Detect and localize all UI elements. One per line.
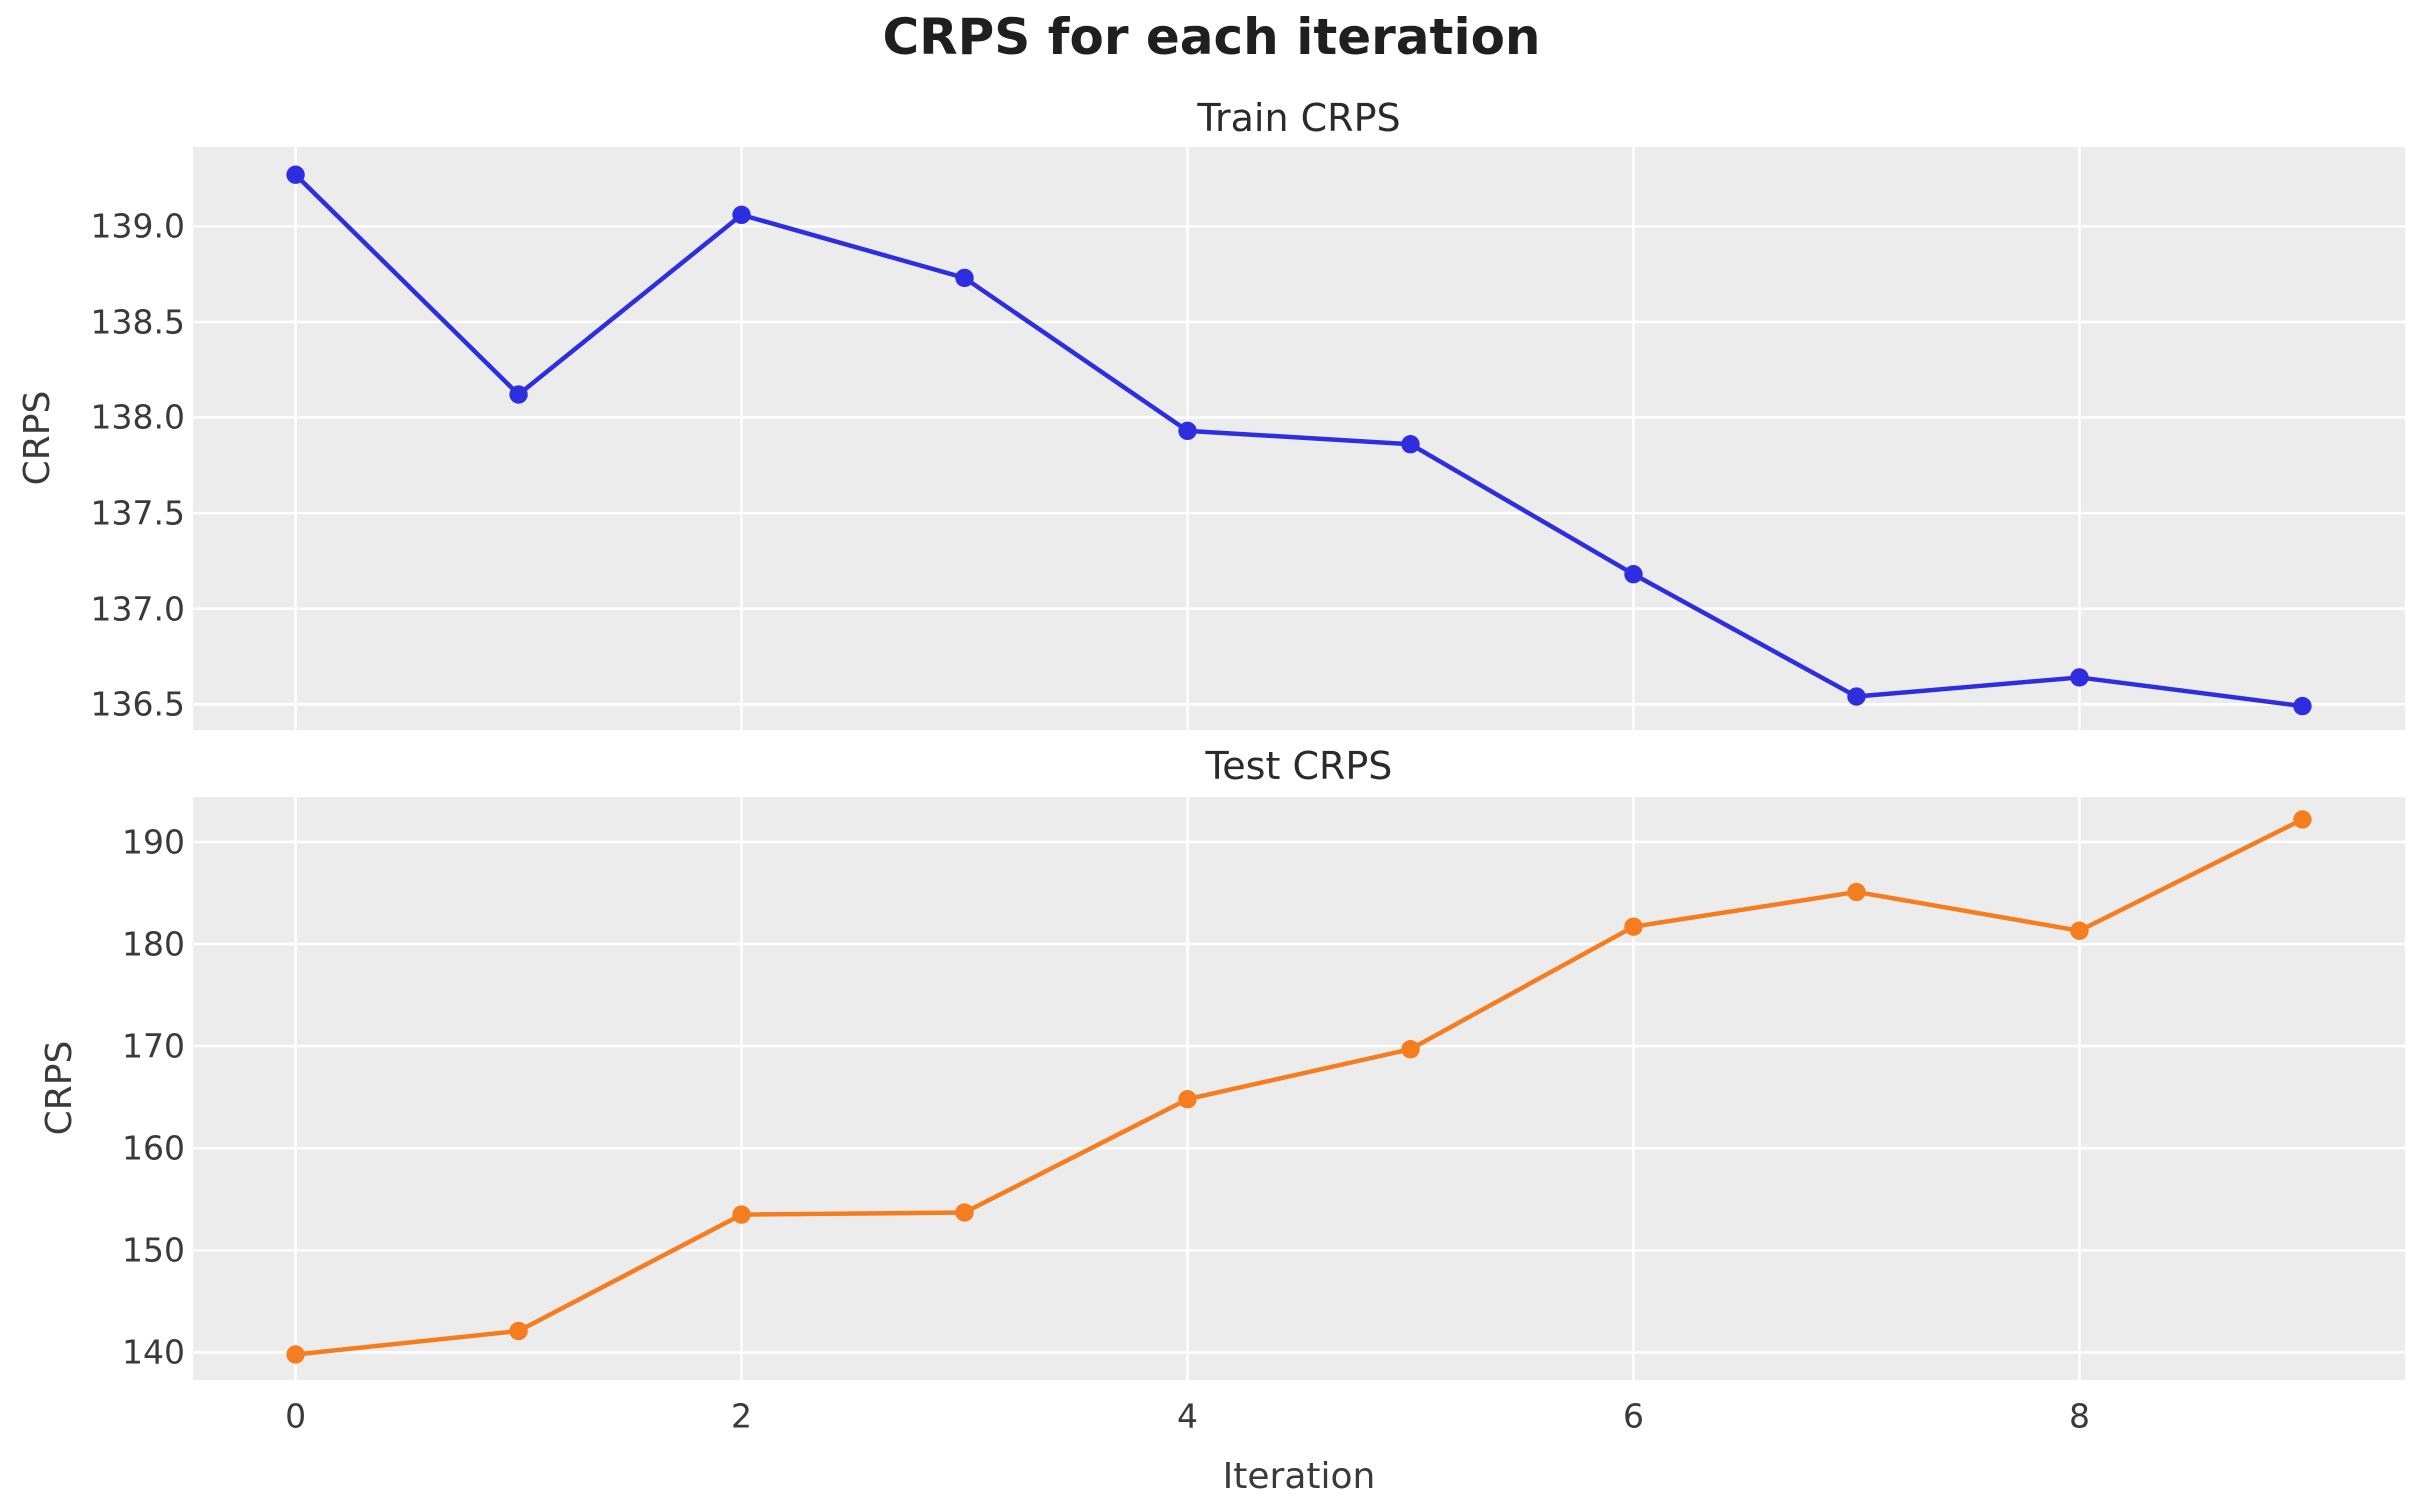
train-crps-point <box>509 385 528 404</box>
train-crps-point <box>955 268 974 288</box>
test-crps-point <box>732 1205 751 1224</box>
y-tick-label: 139.0 <box>90 206 185 246</box>
x-tick-label: 4 <box>1177 1396 1198 1436</box>
figure-title: CRPS for each iteration <box>882 8 1541 66</box>
train-crps-point <box>1178 421 1197 441</box>
test-subplot-title: Test CRPS <box>1205 744 1393 788</box>
y-tick-label: 140 <box>122 1332 185 1372</box>
train-crps-point <box>286 165 305 184</box>
y-tick-label: 136.5 <box>90 684 185 724</box>
x-tick-label: 2 <box>731 1396 753 1436</box>
test-crps-point <box>286 1345 305 1364</box>
train-crps-point <box>2293 696 2312 716</box>
train-crps-point <box>732 205 751 225</box>
y-tick-label: 150 <box>122 1230 185 1270</box>
test-chart-canvas <box>193 797 2405 1380</box>
train-crps-point <box>1401 435 1420 454</box>
y-tick-label: 190 <box>122 822 185 862</box>
x-tick-label: 6 <box>1622 1396 1644 1436</box>
y-tick-label: 138.0 <box>90 397 185 437</box>
x-axis-label: Iteration <box>1222 1456 1376 1497</box>
test-crps-point <box>1401 1039 1420 1059</box>
y-tick-label: 137.0 <box>90 589 185 629</box>
y-tick-label: 180 <box>122 924 185 964</box>
test-crps-point <box>1847 882 1866 902</box>
test-crps-point <box>955 1203 974 1222</box>
x-tick-label: 0 <box>285 1396 307 1436</box>
train-crps-point <box>1624 565 1643 584</box>
test-crps-point <box>2293 810 2312 829</box>
y-tick-label: 137.5 <box>90 493 185 533</box>
train-subplot-title: Train CRPS <box>1197 96 1401 140</box>
y-tick-label: 138.5 <box>90 302 185 342</box>
train-plot-area <box>193 147 2405 730</box>
train-chart-canvas <box>193 147 2405 730</box>
x-tick-label: 8 <box>2068 1396 2090 1436</box>
test-crps-point <box>509 1321 528 1341</box>
train-crps-point <box>1847 687 1866 706</box>
y-tick-label: 160 <box>122 1128 185 1168</box>
train-crps-line <box>293 172 2305 709</box>
test-crps-point <box>1624 917 1643 936</box>
y-tick-label: 170 <box>122 1026 185 1066</box>
test-crps-point <box>2070 921 2089 940</box>
test-plot-area <box>193 797 2405 1380</box>
test-crps-point <box>1178 1090 1197 1109</box>
test-crps-line <box>293 817 2305 1357</box>
train-crps-point <box>2070 668 2089 687</box>
